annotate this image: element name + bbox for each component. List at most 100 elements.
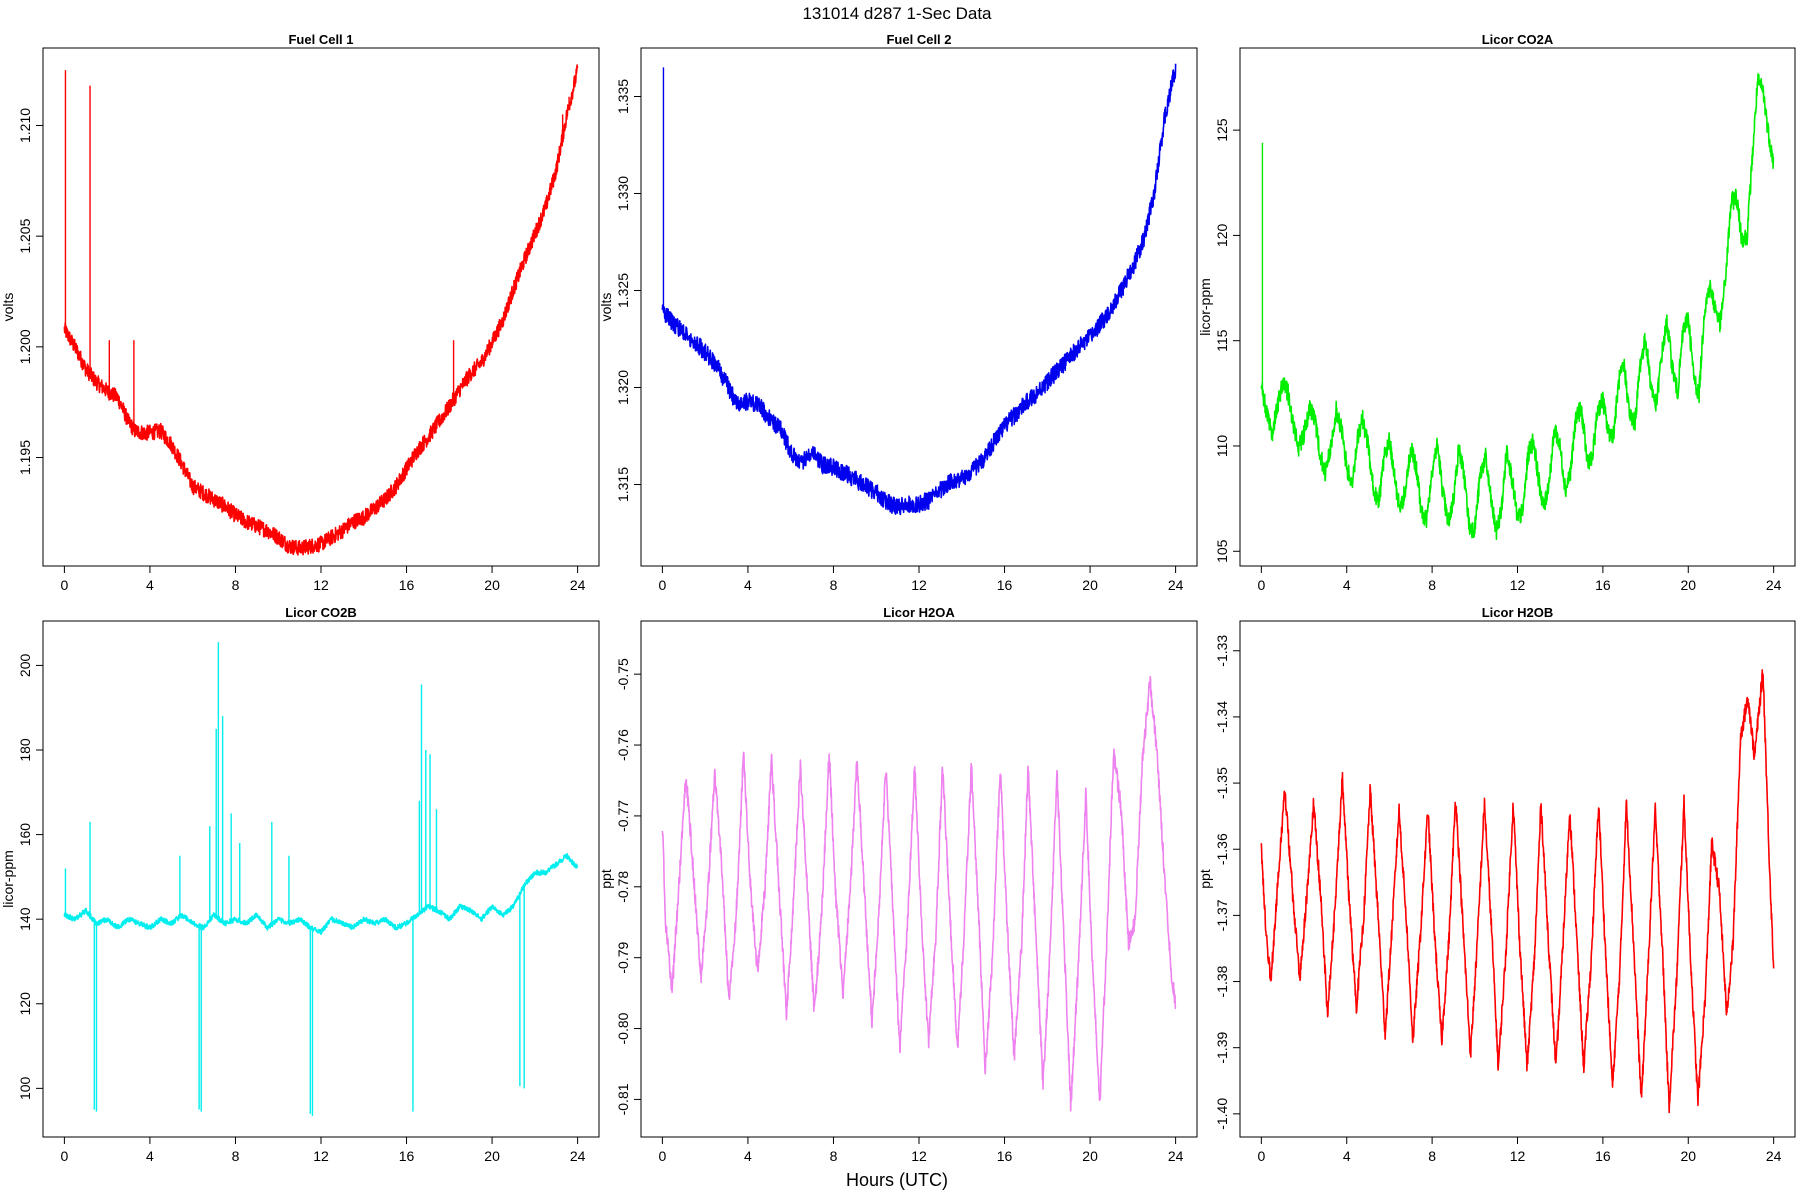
- panel-licor-co2a: Licor CO2A licor-ppm 0 4 8 12 16 20 24 105 110 115 1…: [1197, 32, 1796, 593]
- fuel-cell-2-y-tick-label: 1.320: [615, 370, 631, 405]
- licor-h2oa-y-tick-label: -0.75: [615, 658, 631, 690]
- fuel-cell-2-series-line: [661, 63, 1177, 516]
- licor-h2ob-y-tick-label: -1.33: [1214, 635, 1230, 667]
- fuel-cell-2-y-tick-label: 1.315: [615, 467, 631, 502]
- licor-h2oa-x-tick-label: 0: [658, 1148, 666, 1164]
- licor-co2b-series-line: [63, 852, 579, 936]
- panels-container: Fuel Cell 1 volts 0 4 8 12 16 20 24 1.195 1.200 1.2…: [0, 32, 1796, 1164]
- licor-h2oa-x-tick-label: 20: [1082, 1148, 1098, 1164]
- licor-h2ob-y-tick-label: -1.37: [1214, 899, 1230, 931]
- panel-licor-co2b: Licor CO2B licor-ppm 0 4 8 12 16 20 24 100 120 140 1…: [0, 605, 600, 1164]
- licor-h2ob-x-tick-label: 16: [1595, 1148, 1611, 1164]
- panel-fuel-cell-2: Fuel Cell 2 volts 0 4 8 12 16 20 24 1.315 1.320 1.3…: [598, 32, 1198, 593]
- licor-co2b-y-tick-label: 120: [17, 992, 33, 1016]
- fuel-cell-1-x-tick-label: 4: [146, 577, 154, 593]
- licor-h2ob-x-tick-label: 24: [1766, 1148, 1782, 1164]
- licor-h2oa-series-line: [661, 675, 1177, 1112]
- licor-h2ob-y-tick-label: -1.36: [1214, 833, 1230, 865]
- licor-co2b-x-tick-label: 8: [232, 1148, 240, 1164]
- licor-h2ob-x-tick-label: 20: [1680, 1148, 1696, 1164]
- licor-co2a-x-tick-label: 0: [1257, 577, 1265, 593]
- licor-h2oa-y-tick-label: -0.80: [615, 1012, 631, 1044]
- licor-co2a-y-tick-label: 125: [1214, 118, 1230, 142]
- fuel-cell-2-x-tick-label: 16: [997, 577, 1013, 593]
- licor-h2ob-x-tick-label: 12: [1510, 1148, 1526, 1164]
- licor-h2oa-title: Licor H2OA: [883, 605, 955, 620]
- licor-co2b-x-tick-label: 20: [484, 1148, 500, 1164]
- licor-h2ob-x-tick-label: 0: [1257, 1148, 1265, 1164]
- licor-h2oa-y-tick-label: -0.78: [615, 871, 631, 903]
- licor-h2ob-y-tick-label: -1.39: [1214, 1032, 1230, 1064]
- fuel-cell-2-x-tick-label: 12: [911, 577, 927, 593]
- licor-co2b-y-axis-label: licor-ppm: [0, 850, 16, 908]
- licor-h2oa-y-axis-label: ppt: [598, 869, 614, 889]
- panel-licor-h2oa: Licor H2OA ppt 0 4 8 12 16 20 24 -0.81 -0.80 -0.79 -…: [598, 605, 1198, 1164]
- licor-h2ob-x-tick-label: 4: [1343, 1148, 1351, 1164]
- fuel-cell-2-x-tick-label: 8: [830, 577, 838, 593]
- fuel-cell-1-y-tick-label: 1.210: [17, 108, 33, 143]
- licor-co2b-title: Licor CO2B: [285, 605, 357, 620]
- licor-h2ob-y-tick-label: -1.38: [1214, 965, 1230, 997]
- licor-co2a-plot-frame: [1239, 47, 1796, 567]
- licor-co2a-y-tick-label: 105: [1214, 539, 1230, 563]
- licor-co2a-x-tick-label: 8: [1428, 577, 1436, 593]
- licor-co2b-y-tick-label: 100: [17, 1076, 33, 1100]
- licor-h2oa-y-tick-label: -0.76: [615, 729, 631, 761]
- licor-co2a-x-tick-label: 20: [1680, 577, 1696, 593]
- licor-h2ob-series-line: [1260, 669, 1775, 1114]
- panel-fuel-cell-1: Fuel Cell 1 volts 0 4 8 12 16 20 24 1.195 1.200 1.2…: [0, 32, 600, 593]
- fuel-cell-1-x-tick-label: 12: [313, 577, 329, 593]
- licor-co2a-y-tick-label: 110: [1214, 435, 1230, 458]
- fuel-cell-1-y-tick-label: 1.205: [17, 218, 33, 253]
- licor-h2oa-y-tick-label: -0.81: [615, 1083, 631, 1115]
- licor-co2b-x-tick-label: 16: [399, 1148, 415, 1164]
- licor-co2a-series-line: [1260, 73, 1775, 540]
- fuel-cell-1-y-axis-label: volts: [0, 293, 16, 322]
- licor-co2a-y-tick-label: 120: [1214, 224, 1230, 248]
- licor-co2a-y-tick-label: 115: [1214, 329, 1230, 352]
- licor-h2oa-y-tick-label: -0.77: [615, 800, 631, 832]
- fuel-cell-2-y-axis-label: volts: [598, 293, 614, 322]
- licor-co2b-x-tick-label: 12: [313, 1148, 329, 1164]
- licor-h2ob-y-tick-label: -1.35: [1214, 767, 1230, 799]
- licor-co2a-y-axis-label: licor-ppm: [1197, 278, 1213, 336]
- licor-h2ob-y-tick-label: -1.40: [1214, 1098, 1230, 1130]
- fuel-cell-1-x-tick-label: 8: [232, 577, 240, 593]
- licor-h2ob-title: Licor H2OB: [1482, 605, 1554, 620]
- fuel-cell-1-x-tick-label: 16: [399, 577, 415, 593]
- fuel-cell-2-x-tick-label: 24: [1168, 577, 1184, 593]
- fuel-cell-2-x-tick-label: 4: [744, 577, 752, 593]
- licor-co2b-y-tick-label: 160: [17, 823, 33, 847]
- licor-co2a-title: Licor CO2A: [1482, 32, 1554, 47]
- fuel-cell-1-series-line: [63, 64, 579, 556]
- licor-co2a-x-tick-label: 16: [1595, 577, 1611, 593]
- fuel-cell-2-y-tick-label: 1.325: [615, 273, 631, 308]
- fuel-cell-1-y-tick-label: 1.195: [17, 440, 33, 475]
- licor-co2b-x-tick-label: 4: [146, 1148, 154, 1164]
- fuel-cell-2-y-tick-label: 1.335: [615, 79, 631, 114]
- licor-h2oa-y-tick-label: -0.79: [615, 942, 631, 974]
- licor-h2oa-x-tick-label: 12: [911, 1148, 927, 1164]
- fuel-cell-2-y-tick-label: 1.330: [615, 176, 631, 211]
- panel-licor-h2ob: Licor H2OB ppt 0 4 8 12 16 20 24 -1.40 -1.39 -1.38 -…: [1197, 605, 1796, 1164]
- licor-co2b-plot-frame: [42, 620, 600, 1138]
- licor-h2oa-x-tick-label: 24: [1168, 1148, 1184, 1164]
- licor-co2a-x-tick-label: 12: [1510, 577, 1526, 593]
- fuel-cell-2-x-tick-label: 20: [1082, 577, 1098, 593]
- licor-co2b-y-tick-label: 200: [17, 654, 33, 678]
- fuel-cell-1-y-tick-label: 1.200: [17, 329, 33, 364]
- fuel-cell-1-x-tick-label: 20: [484, 577, 500, 593]
- licor-h2oa-x-tick-label: 16: [997, 1148, 1013, 1164]
- fuel-cell-1-x-tick-label: 0: [60, 577, 68, 593]
- licor-co2b-x-tick-label: 24: [570, 1148, 586, 1164]
- fuel-cell-2-x-tick-label: 0: [658, 577, 666, 593]
- fuel-cell-1-plot-frame: [42, 47, 600, 567]
- figure-title: 131014 d287 1-Sec Data: [802, 4, 992, 23]
- licor-co2a-x-tick-label: 24: [1766, 577, 1782, 593]
- licor-co2b-y-tick-label: 140: [17, 907, 33, 931]
- licor-h2ob-y-tick-label: -1.34: [1214, 701, 1230, 733]
- fuel-cell-2-title: Fuel Cell 2: [886, 32, 951, 47]
- licor-co2a-x-tick-label: 4: [1343, 577, 1351, 593]
- figure-x-axis-label: Hours (UTC): [846, 1170, 948, 1190]
